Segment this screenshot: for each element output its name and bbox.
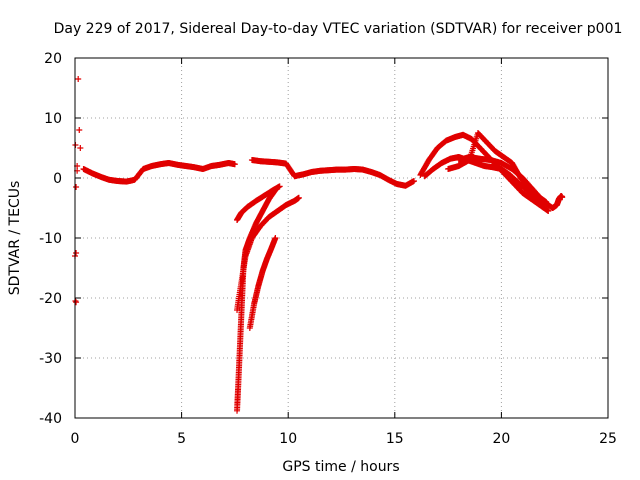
y-tick-label: -40 bbox=[39, 411, 62, 427]
data-point bbox=[276, 183, 283, 190]
data-point bbox=[541, 205, 548, 211]
x-tick-label: 25 bbox=[599, 431, 617, 447]
data-points bbox=[72, 76, 566, 414]
x-tick-label: 0 bbox=[71, 431, 80, 447]
grid bbox=[75, 58, 608, 418]
data-point-interp bbox=[540, 204, 547, 211]
axis-ticks bbox=[74, 57, 609, 419]
y-tick-label: -10 bbox=[39, 231, 62, 247]
data-point bbox=[73, 299, 80, 306]
data-point bbox=[410, 178, 417, 184]
chart-title: Day 229 of 2017, Sidereal Day-to-day VTE… bbox=[54, 21, 623, 37]
data-point bbox=[76, 127, 83, 133]
y-tick-labels: -40 -30 -20 -10 0 10 20 bbox=[39, 51, 62, 427]
data-point bbox=[75, 76, 82, 82]
data-point bbox=[77, 145, 84, 151]
x-axis-label: GPS time / hours bbox=[282, 459, 399, 475]
y-tick-label: -30 bbox=[39, 351, 62, 367]
x-tick-label: 10 bbox=[279, 431, 297, 447]
plot-frame bbox=[74, 57, 609, 419]
y-tick-label: 10 bbox=[44, 111, 62, 127]
x-tick-label: 15 bbox=[386, 431, 404, 447]
data-point bbox=[73, 184, 80, 190]
data-point bbox=[545, 208, 552, 214]
data-point bbox=[295, 194, 302, 201]
y-tick-label: 20 bbox=[44, 51, 62, 67]
data-point bbox=[559, 194, 566, 201]
data-point bbox=[272, 235, 279, 241]
y-tick-label: 0 bbox=[53, 171, 62, 187]
y-axis-label: SDTVAR / TECUs bbox=[7, 181, 23, 296]
data-point-interp bbox=[539, 203, 546, 210]
data-point bbox=[231, 161, 238, 168]
data-point bbox=[73, 250, 80, 256]
y-tick-label: -20 bbox=[39, 291, 62, 307]
x-tick-label: 5 bbox=[177, 431, 186, 447]
x-tick-labels: 0 5 10 15 20 25 bbox=[71, 431, 617, 447]
x-tick-label: 20 bbox=[492, 431, 510, 447]
